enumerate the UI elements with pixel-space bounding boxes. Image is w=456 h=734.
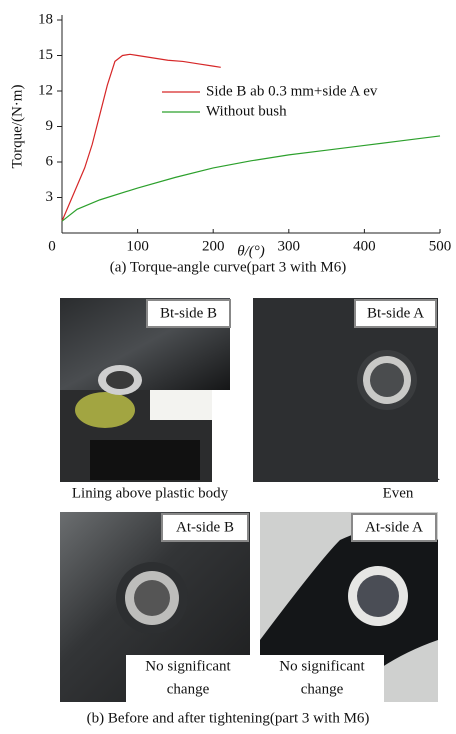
legend-label: Side B ab 0.3 mm+side A ev <box>206 83 378 99</box>
photo-label: Bt-side A <box>367 305 424 321</box>
x-tick-label: 0 <box>48 238 56 254</box>
legend-label: Without bush <box>206 103 287 119</box>
series-line <box>62 136 440 221</box>
x-tick-label: 300 <box>278 238 301 254</box>
row-note: Lining above plastic body <box>72 485 229 501</box>
photo-label: At-side B <box>176 519 234 535</box>
y-tick-label: 12 <box>38 82 53 98</box>
figure: 3 6 9 12 15 18 0 100 200 300 400 500 θ/(°) Torque/(N·… <box>0 0 456 734</box>
x-tick-label: 400 <box>353 238 376 254</box>
photo-note: No significant <box>279 658 365 674</box>
y-tick-label: 15 <box>38 47 53 63</box>
series-line <box>62 54 221 221</box>
photo-note: change <box>301 681 344 697</box>
y-tick-label: 9 <box>46 118 54 134</box>
x-tick-label: 500 <box>429 238 452 254</box>
y-tick-label: 18 <box>38 11 53 27</box>
caption: (b) Before and after tightening(part 3 w… <box>87 710 370 726</box>
y-tick-label: 6 <box>46 153 54 169</box>
photo-label: Bt-side B <box>160 305 217 321</box>
caption: (a) Torque-angle curve(part 3 with M6) <box>110 259 347 275</box>
x-axis-label: θ/(°) <box>237 243 265 259</box>
y-axis-label: Torque/(N·m) <box>9 85 25 169</box>
x-tick-label: 200 <box>202 238 225 254</box>
photo-label: At-side A <box>365 519 423 535</box>
y-tick-label: 3 <box>46 189 54 205</box>
photo-note: change <box>167 681 210 697</box>
photo-note: No significant <box>145 658 231 674</box>
row-note: Even <box>383 485 414 501</box>
x-tick-label: 100 <box>126 238 149 254</box>
